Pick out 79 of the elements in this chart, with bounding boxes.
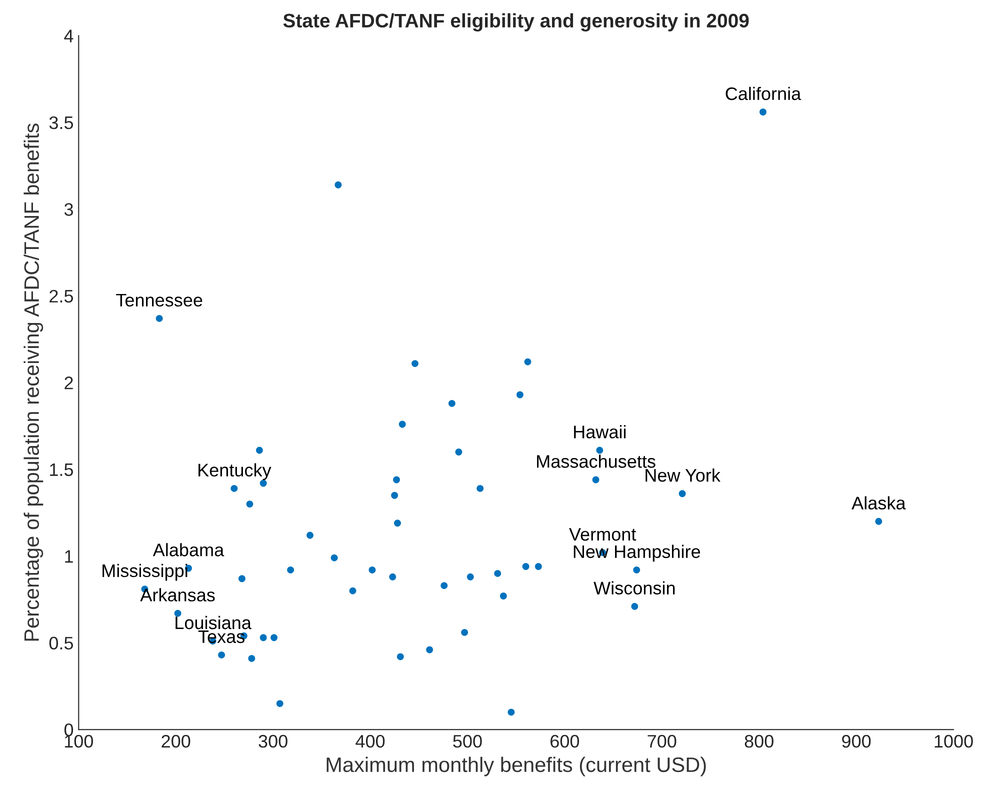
y-tick-label: 0.5 [49, 636, 74, 650]
x-tick-label: 300 [258, 734, 288, 748]
point [633, 566, 640, 574]
annotation: California [726, 86, 802, 100]
annotation: Vermont [569, 528, 636, 541]
point [466, 573, 474, 580]
y-tick-label: 2.5 [50, 290, 74, 303]
point [508, 708, 515, 716]
y-tick-label: 4 [64, 30, 74, 42]
annotation: Massachusetts [537, 454, 656, 468]
point [334, 181, 342, 188]
x-tick-label: 1000 [934, 734, 973, 748]
x-tick-label: 400 [356, 734, 385, 748]
point [678, 490, 686, 498]
annotation: Alaska [852, 496, 906, 510]
point [256, 446, 263, 454]
y-tick-label: 3.5 [49, 116, 74, 130]
annotation: Louisiana [176, 616, 252, 630]
point [393, 476, 400, 484]
point [592, 476, 600, 484]
point [500, 592, 507, 600]
x-tick-label: 200 [162, 734, 190, 748]
chart-title: State AFDC/TANF eligibility and generosity in 2009 [283, 13, 749, 32]
point [230, 484, 238, 492]
x-tick-label: 500 [453, 734, 482, 748]
x-axis-title: Maximum monthly benefits (current USD) [326, 756, 706, 776]
point [349, 587, 356, 594]
y-tick-label: 2 [64, 376, 73, 390]
point [448, 400, 456, 407]
point [246, 500, 254, 508]
point [394, 520, 401, 527]
point [330, 554, 338, 562]
annotation: Alabama [152, 543, 224, 556]
point [494, 570, 502, 577]
point [455, 448, 462, 456]
point [875, 518, 882, 525]
point [476, 484, 484, 492]
point [391, 492, 398, 499]
annotation: New York [646, 468, 720, 482]
annotation: Wisconsin [594, 581, 675, 594]
point [218, 651, 226, 658]
point [522, 563, 530, 570]
y-tick-label: 1 [65, 550, 73, 563]
point [248, 654, 256, 662]
point [270, 634, 278, 642]
x-tick-label: 600 [550, 734, 580, 748]
point [398, 420, 406, 428]
annotation: Kentucky [198, 463, 272, 480]
point [426, 646, 434, 654]
annotation: Arkansas [140, 588, 215, 602]
point [524, 358, 532, 366]
y-axis-title: Percentage of population receiving AFDC/TANF benefits [24, 124, 44, 641]
point [534, 563, 542, 570]
annotation: Mississippi [102, 564, 188, 581]
point [260, 634, 267, 642]
point [631, 602, 638, 610]
point [389, 573, 396, 580]
point [516, 391, 524, 398]
y-tick-label: 3 [64, 203, 73, 216]
point [276, 700, 284, 708]
point [596, 446, 604, 454]
point [287, 566, 294, 574]
x-tick-label: 100 [64, 734, 93, 748]
y-tick-label: 0 [64, 723, 74, 736]
x-tick-label: 700 [648, 734, 676, 748]
point [156, 314, 163, 322]
point [238, 575, 246, 582]
annotation: Tennessee [116, 294, 202, 307]
point [461, 628, 468, 636]
point [396, 653, 404, 660]
point [306, 532, 314, 539]
annotation: Hawaii [574, 425, 626, 438]
point [760, 108, 766, 116]
x-tick-label: 900 [842, 734, 871, 748]
x-tick-label: 800 [744, 734, 774, 748]
y-tick-label: 1.5 [50, 463, 74, 476]
point [440, 582, 448, 590]
point [368, 566, 376, 574]
point [412, 360, 418, 368]
